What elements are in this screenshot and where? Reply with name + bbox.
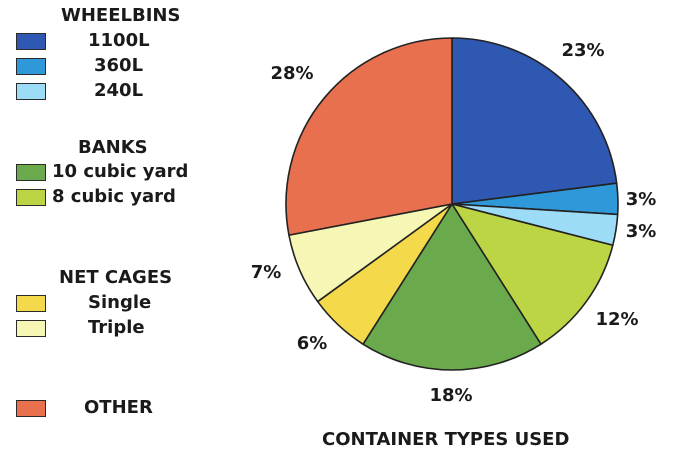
legend-swatch — [16, 33, 46, 50]
pie-slice-other — [285, 37, 453, 236]
pie-slice-10-cubic-yard — [362, 203, 542, 371]
pie-label-1100l: 23% — [561, 40, 604, 61]
legend-label: Triple — [88, 317, 145, 338]
legend: WHEELBINS 1100L 360L 240L BANKS 10 cubic… — [0, 0, 210, 457]
legend-label: 240L — [94, 80, 144, 101]
legend-label: OTHER — [84, 397, 153, 418]
pie-slices — [285, 37, 619, 371]
legend-swatch — [16, 83, 46, 100]
legend-swatch — [16, 189, 46, 206]
pie-label-other: 28% — [270, 63, 313, 84]
chart-title: CONTAINER TYPES USED — [322, 429, 570, 450]
legend-label: 8 cubic yard — [52, 186, 176, 207]
pie-label-8-cubic-yard: 12% — [595, 309, 638, 330]
legend-swatch — [16, 400, 46, 417]
pie-label-triple: 7% — [251, 262, 282, 283]
pie-label-single: 6% — [297, 333, 328, 354]
legend-swatch — [16, 295, 46, 312]
legend-swatch — [16, 320, 46, 337]
legend-label: 360L — [94, 55, 144, 76]
pie-label-360l: 3% — [626, 189, 657, 210]
legend-label: 1100L — [88, 30, 150, 51]
legend-label: 10 cubic yard — [52, 161, 189, 182]
pie-percent-labels: 23% 3% 3% 12% 18% 6% 7% 28% — [251, 40, 657, 406]
pie-label-240l: 3% — [626, 221, 657, 242]
pie-slice-8-cubic-yard — [451, 203, 614, 345]
pie-label-10-cubic-yard: 18% — [429, 385, 472, 406]
legend-group-title-net-cages: NET CAGES — [59, 267, 173, 288]
legend-group-title-banks: BANKS — [78, 137, 148, 158]
legend-label: Single — [88, 292, 152, 313]
legend-swatch — [16, 58, 46, 75]
pie-slice-1100l — [451, 37, 618, 205]
legend-swatch — [16, 164, 46, 181]
legend-group-title-wheelbins: WHEELBINS — [61, 5, 181, 26]
